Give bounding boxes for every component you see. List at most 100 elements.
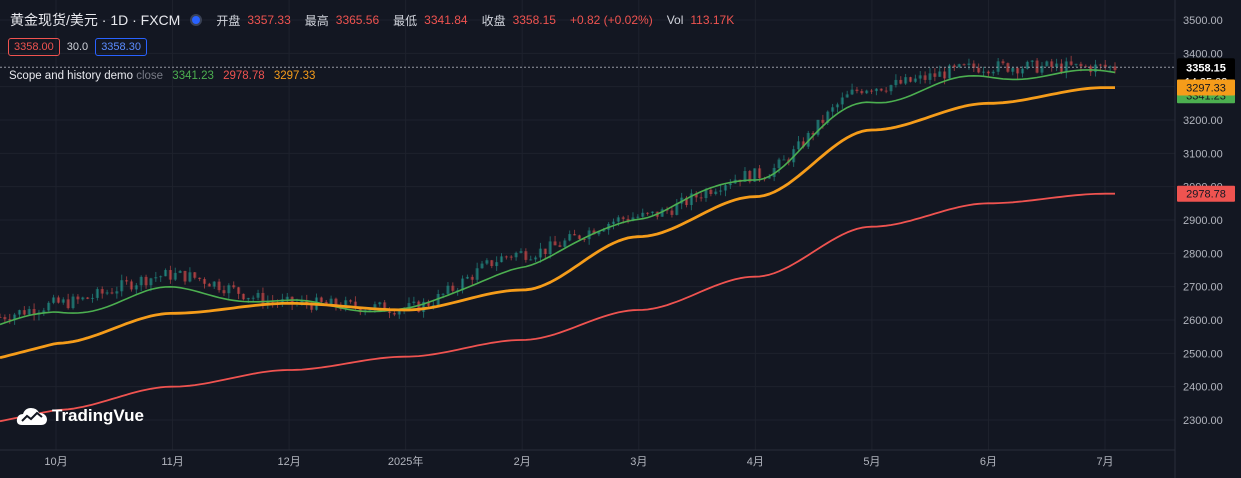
high-label: 最高 xyxy=(304,13,329,28)
candle-body xyxy=(378,302,382,305)
candle-body xyxy=(1054,63,1059,67)
candle-body xyxy=(942,71,947,79)
candle-body xyxy=(232,285,236,288)
candle-body xyxy=(397,310,401,315)
candle-body xyxy=(222,290,226,294)
candle-body xyxy=(470,276,474,280)
candle-body xyxy=(1069,61,1073,65)
candle-body xyxy=(95,289,99,298)
candle-body xyxy=(908,77,913,82)
candle-body xyxy=(543,248,547,255)
candle-body xyxy=(105,292,109,294)
candle-body xyxy=(923,75,927,80)
candle-body xyxy=(373,304,377,310)
candle-body xyxy=(835,104,840,108)
candle-body xyxy=(977,67,981,73)
candle-body xyxy=(90,297,95,299)
candle-body xyxy=(1006,63,1010,72)
candle-body xyxy=(670,210,674,215)
candle-body xyxy=(684,197,689,206)
candle-body xyxy=(241,293,246,300)
candle-body xyxy=(480,263,484,269)
candle-body xyxy=(32,309,36,315)
candle-body xyxy=(753,168,757,182)
candle-body xyxy=(767,176,771,179)
candle-body xyxy=(801,141,805,147)
chart-header: 黄金现货/美元 · 1D · FXCM 开盘 3357.33 最高 3365.5… xyxy=(10,10,748,30)
candle-body xyxy=(465,276,470,279)
bid-button[interactable]: 3358.00 xyxy=(8,38,60,56)
candle-body xyxy=(217,281,221,291)
symbol-title[interactable]: 黄金现货/美元 · 1D · FXCM xyxy=(10,12,181,28)
candle-body xyxy=(952,65,956,67)
candle-body xyxy=(1084,66,1088,68)
candle-body xyxy=(947,65,952,79)
candle-body xyxy=(163,270,168,277)
candle-body xyxy=(981,71,986,73)
candle-body xyxy=(621,217,625,219)
candle-body xyxy=(300,300,304,303)
ma-price-value: 2978.78 xyxy=(1186,189,1226,201)
candle-body xyxy=(22,310,26,315)
candle-body xyxy=(699,197,703,199)
time-tick-label: 2月 xyxy=(514,456,531,468)
time-tick-label: 4月 xyxy=(747,456,764,468)
candle-body xyxy=(996,61,1000,72)
candle-body xyxy=(514,252,518,258)
candle-body xyxy=(913,78,917,82)
candle-body xyxy=(723,185,728,191)
candle-body xyxy=(991,71,995,74)
candle-body xyxy=(967,63,971,65)
candle-body xyxy=(407,303,411,309)
ma-line xyxy=(0,192,1115,423)
candle-body xyxy=(344,300,348,309)
candle-body xyxy=(441,293,445,295)
candle-body xyxy=(27,309,31,315)
candle-body xyxy=(806,132,810,147)
price-tick-label: 3400.00 xyxy=(1183,48,1223,60)
high-value: 3365.56 xyxy=(335,13,380,27)
candle-body xyxy=(1025,61,1029,69)
indicator-legend[interactable]: Scope and history demo close 3341.23 297… xyxy=(9,70,315,82)
ask-button[interactable]: 3358.30 xyxy=(95,38,147,56)
candle-body xyxy=(212,281,216,287)
candle-body xyxy=(319,297,323,302)
time-tick-label: 3月 xyxy=(630,456,647,468)
ma-line xyxy=(0,86,1115,360)
candle-body xyxy=(431,305,435,307)
candle-body xyxy=(251,297,255,299)
time-axis: 10月 11月 12月 2025年 2月 3月 4月 5月 6月 7月 xyxy=(44,454,1113,468)
time-tick-label: 10月 xyxy=(44,456,67,468)
candle-body xyxy=(777,159,781,168)
candle-body xyxy=(207,283,211,287)
candle-body xyxy=(173,272,177,280)
candle-body xyxy=(1108,66,1112,68)
candle-body xyxy=(86,297,90,299)
candle-body xyxy=(8,319,12,321)
candle-body xyxy=(816,119,820,135)
brand-logo: TradingVue xyxy=(16,405,144,427)
candle-body xyxy=(645,212,650,214)
candle-body xyxy=(475,268,479,280)
candle-body xyxy=(446,285,450,294)
candle-body xyxy=(1074,63,1078,65)
price-tick-label: 3200.00 xyxy=(1183,115,1223,127)
time-tick-label: 6月 xyxy=(980,456,997,468)
candle-body xyxy=(417,301,421,312)
candle-body xyxy=(748,171,752,182)
candle-body xyxy=(899,79,903,84)
indicator-source: close xyxy=(136,70,164,82)
candle-body xyxy=(485,260,489,264)
candle-body xyxy=(553,241,557,246)
candle-body xyxy=(71,296,75,309)
candle-body xyxy=(811,132,815,135)
candle-body xyxy=(324,301,328,305)
candle-body xyxy=(193,272,197,278)
candle-body xyxy=(884,90,888,92)
candle-body xyxy=(728,183,732,186)
candle-body xyxy=(548,241,552,255)
candle-body xyxy=(821,119,825,123)
candle-body xyxy=(198,277,202,280)
